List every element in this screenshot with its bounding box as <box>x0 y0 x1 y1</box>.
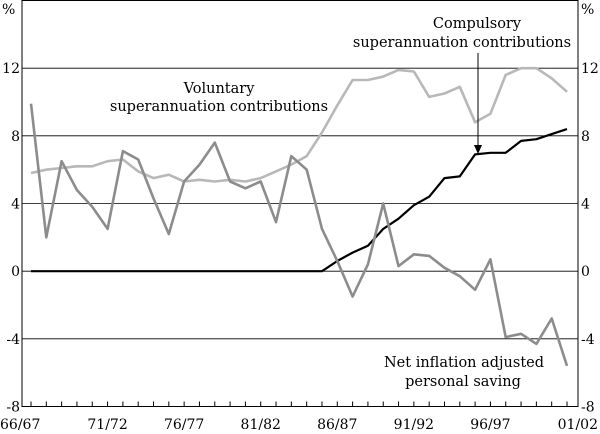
x-tick-label: 01/02 <box>558 417 598 433</box>
left-axis-labels: -8 -4 0 4 8 12 <box>2 61 20 415</box>
y-tick-label-right: 8 <box>581 129 590 145</box>
compulsory-superannuation-contributions-line <box>31 128 568 273</box>
x-tick-label: 76/77 <box>164 417 204 433</box>
right-axis-labels: -8 -4 0 4 8 12 <box>581 61 599 415</box>
y-tick-label-right: 0 <box>581 264 590 280</box>
y-tick-label-left: 4 <box>11 197 20 213</box>
x-axis-labels: 66/67 71/72 76/77 81/82 86/87 91/92 96/97 01/02 <box>0 417 598 433</box>
y-tick-label-left: 8 <box>11 129 20 145</box>
x-tick-label: 71/72 <box>87 417 127 433</box>
voluntary-label-line2: superannuation contributions <box>110 99 328 115</box>
saving-label-line1: Net inflation adjusted <box>384 355 544 371</box>
x-tick-label: 66/67 <box>0 417 40 433</box>
x-axis-ticks <box>30 401 568 407</box>
y-tick-label-left: -4 <box>6 332 20 348</box>
y-tick-label-left: -8 <box>6 400 20 416</box>
right-unit-label: % <box>581 2 594 18</box>
x-tick-label: 96/97 <box>470 417 510 433</box>
x-tick-label: 86/87 <box>317 417 357 433</box>
y-tick-label-left: 12 <box>2 61 20 77</box>
x-tick-label: 91/92 <box>394 417 434 433</box>
y-tick-label-right: 12 <box>581 61 599 77</box>
plot-frame <box>21 0 579 407</box>
compulsory-arrow-head <box>474 145 482 154</box>
x-tick-label: 81/82 <box>241 417 281 433</box>
y-tick-label-right: -4 <box>581 332 595 348</box>
compulsory-label-line2: superannuation contributions <box>353 35 571 51</box>
saving-label-line2: personal saving <box>405 374 521 390</box>
left-unit-label: % <box>2 2 15 18</box>
compulsory-label-line1: Compulsory <box>433 16 522 32</box>
y-tick-label-right: -8 <box>581 400 595 416</box>
voluntary-label-line1: Voluntary <box>183 81 256 97</box>
net-inflation-adjusted-personal-saving-line <box>29 103 569 367</box>
y-tick-label-right: 4 <box>581 197 590 213</box>
y-tick-label-left: 0 <box>11 264 20 280</box>
